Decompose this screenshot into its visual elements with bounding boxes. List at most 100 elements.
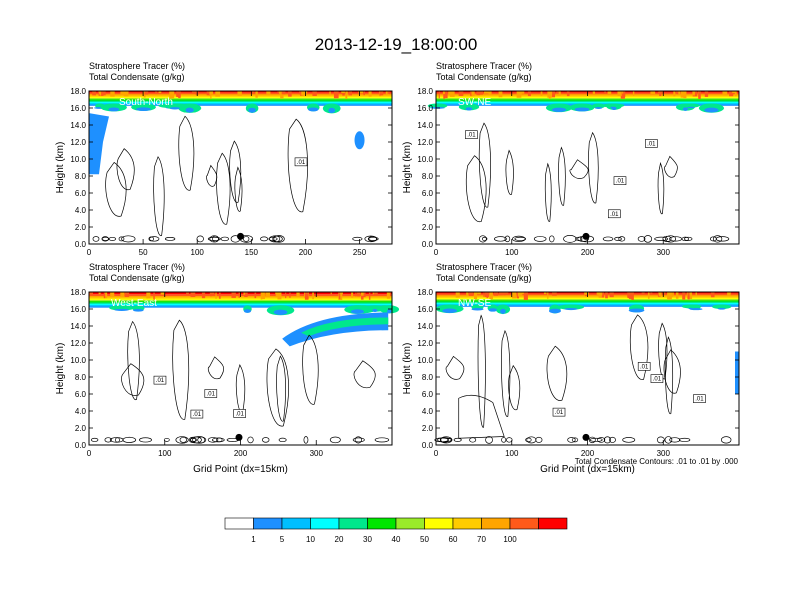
x-tick-label: 0	[87, 248, 92, 257]
tracer-streak	[471, 91, 475, 97]
condensate-contour	[505, 149, 514, 195]
contour-label: .01	[467, 133, 476, 139]
tracer-streak	[683, 91, 687, 99]
condensate-contour	[352, 437, 365, 443]
tracer-streak	[121, 292, 125, 296]
colorbar-label: 5	[280, 535, 285, 544]
condensate-contour	[575, 236, 583, 241]
y-tick-label: 18.0	[417, 288, 433, 297]
tracer-intrusion	[243, 309, 252, 313]
condensate-contour	[588, 436, 596, 444]
tracer-streak	[338, 292, 341, 300]
y-tick-label: 6.0	[422, 189, 434, 198]
x-axis: 0 50 100 150 200 250	[87, 91, 367, 257]
contour-label-box	[294, 157, 308, 167]
y-tick-label: 18.0	[70, 288, 86, 297]
condensate-contour	[179, 436, 188, 443]
condensate-contour	[220, 236, 229, 242]
tracer-streak	[517, 292, 523, 297]
tracer-streak	[658, 292, 662, 297]
tracer-intrusion	[551, 107, 567, 113]
contour-label-box	[693, 394, 706, 403]
condensate-contour	[276, 355, 286, 422]
tracer-streak	[688, 292, 693, 300]
condensate-contour	[664, 436, 673, 444]
tracer-streak	[251, 91, 255, 94]
condensate-contour	[329, 436, 341, 444]
plot-area	[436, 91, 739, 244]
location-marker	[582, 433, 590, 441]
tracer-streak	[687, 292, 690, 300]
tracer-intrusion	[427, 103, 448, 109]
tracer-intrusion	[682, 103, 700, 108]
colorbar-label: 40	[392, 535, 401, 544]
tracer-streak	[210, 91, 213, 95]
tracer-streak	[342, 91, 345, 96]
condensate-contour	[207, 236, 221, 241]
contour-label: .01	[207, 392, 216, 398]
colorbar-box	[338, 517, 368, 530]
tracer-streak	[348, 91, 353, 96]
contour-label: .01	[695, 397, 704, 403]
tracer-streak	[600, 292, 603, 296]
tracer-streak	[710, 292, 715, 298]
condensate-contour	[353, 360, 376, 389]
y-axis: 0.0 2.0 4.0 6.0 8.0 10.0 12.0 14.0 16.0 18.0 Heigh…	[55, 288, 392, 450]
condensate-contour	[114, 437, 120, 443]
condensate-contour	[453, 437, 462, 442]
tracer-streak	[296, 292, 300, 297]
tracer-streak	[556, 91, 559, 94]
tracer-streak	[215, 91, 221, 97]
x-tick-label: 300	[310, 449, 324, 458]
condensate-contour	[272, 235, 281, 243]
tracer-intrusion	[132, 308, 144, 312]
colorbar-label: 30	[363, 535, 372, 544]
condensate-contour	[216, 437, 223, 443]
x-axis-label: Grid Point (dx=15km)	[540, 464, 635, 475]
tracer-intrusion	[594, 106, 603, 109]
contour-labels: .01 .01 .01 .01	[153, 375, 246, 419]
y-tick-label: 4.0	[75, 206, 87, 215]
tracer-intrusion	[108, 107, 120, 112]
tracer-intrusion	[488, 308, 497, 312]
tracer-intrusion	[689, 307, 703, 311]
panel-subtitle-1: Stratosphere Tracer (%)	[89, 262, 185, 272]
condensate-contour	[656, 436, 665, 444]
tracer-streak	[385, 91, 389, 96]
y-tick-label: 8.0	[75, 172, 87, 181]
condensate-contour	[569, 159, 589, 179]
tracer-streak	[153, 292, 155, 300]
tracer-intrusion	[372, 309, 378, 312]
y-tick-label: 10.0	[70, 155, 86, 164]
condensate-contour	[709, 236, 717, 242]
tracer-streak	[607, 91, 612, 95]
panel-subtitle-1: Stratosphere Tracer (%)	[436, 262, 532, 272]
tracer-intrusion	[273, 309, 288, 315]
tracer-streak	[124, 292, 130, 298]
tracer-streak	[206, 91, 210, 96]
y-tick-label: 14.0	[417, 121, 433, 130]
tracer-streak	[110, 91, 115, 97]
tracer-intrusion	[114, 308, 129, 311]
tracer-band	[89, 97, 392, 100]
tracer-streak	[103, 292, 106, 299]
condensate-contour	[563, 235, 577, 243]
condensate-contour	[260, 236, 269, 242]
tracer-streak	[275, 292, 280, 295]
cross-section-label: South-North	[119, 97, 173, 108]
condensate-contour	[478, 235, 487, 243]
y-tick-label: 16.0	[417, 305, 433, 314]
tracer-streak	[218, 292, 221, 299]
contour-label: .01	[653, 377, 662, 383]
tracer-streak	[289, 292, 291, 298]
tracer-streak	[442, 91, 445, 95]
condensate-contour	[549, 235, 555, 243]
tracer-streak	[201, 292, 206, 299]
condensate-contour	[558, 146, 566, 206]
colorbar-box	[224, 517, 254, 530]
colorbar-box	[281, 517, 311, 530]
tracer-band	[436, 302, 739, 305]
y-tick-label: 6.0	[75, 189, 87, 198]
tracer-streak	[278, 91, 281, 94]
tracer-streak	[192, 91, 197, 94]
